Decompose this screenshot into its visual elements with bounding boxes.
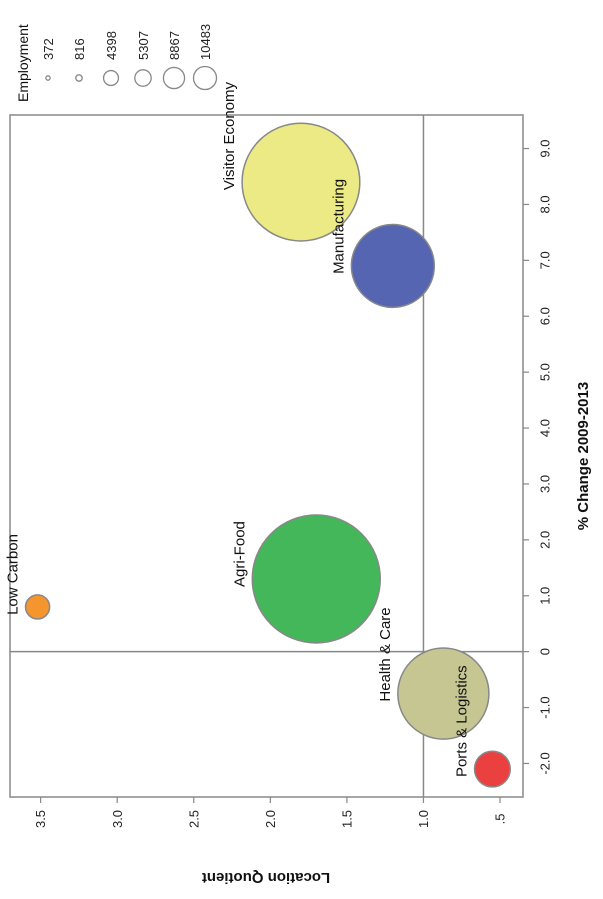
bubble-agri-food <box>251 514 382 644</box>
x-tick-label: 9.0 <box>538 140 553 158</box>
bubble-labels: Visitor Economy Manufacturing Agri-Food Low… <box>5 81 471 777</box>
bubble-low-carbon <box>24 594 51 620</box>
x-tick-label: 8.0 <box>538 195 553 213</box>
bubble-visitor-economy <box>241 122 361 242</box>
legend-title: Employment <box>15 24 31 102</box>
x-tick-label: 0 <box>538 648 553 655</box>
legend: Employment 372 816 4398 5307 8867 10483 <box>15 24 218 102</box>
label-agri-food: Agri-Food <box>231 521 248 587</box>
x-axis-title: % Change 2009-2013 <box>575 382 592 530</box>
y-tick-label: 3.5 <box>33 810 48 828</box>
legend-label: 816 <box>72 38 87 60</box>
y-tick-label: 2.0 <box>263 810 278 828</box>
x-tick-label: 5.0 <box>538 363 553 381</box>
legend-label: 5307 <box>136 31 151 60</box>
bubble-health-care <box>397 647 490 740</box>
x-tick-label: -2.0 <box>538 752 553 774</box>
axis-ticks: -2.0 -1.0 0 1.0 2.0 3.0 4.0 5.0 6.0 7.0 8.0 9.0 .5 1.… <box>33 140 552 829</box>
legend-symbol <box>102 69 120 87</box>
legend-symbol <box>192 65 218 91</box>
legend-label: 8867 <box>167 31 182 60</box>
x-tick-label: -1.0 <box>538 696 553 718</box>
y-tick-label: 1.5 <box>339 810 354 828</box>
label-low-carbon: Low Carbon <box>5 534 22 615</box>
label-manufacturing: Manufacturing <box>330 179 347 274</box>
x-tick-label: 2.0 <box>538 531 553 549</box>
y-tick-label: 2.5 <box>186 810 201 828</box>
legend-label: 372 <box>41 38 56 60</box>
label-visitor-economy: Visitor Economy <box>221 81 238 190</box>
label-health-care: Health & Care <box>377 607 394 701</box>
legend-label: 4398 <box>104 31 119 60</box>
legend-symbol <box>75 74 83 82</box>
x-tick-label: 1.0 <box>538 587 553 605</box>
x-tick-label: 7.0 <box>538 251 553 269</box>
y-axis-title: Location Quotient <box>202 869 330 886</box>
bubbles <box>24 122 511 788</box>
x-tick-label: 3.0 <box>538 475 553 493</box>
y-tick-label: 3.0 <box>110 810 125 828</box>
bubble-manufacturing <box>350 223 436 309</box>
x-tick-label: 4.0 <box>538 419 553 437</box>
label-ports-logistics: Ports & Logistics <box>454 665 471 777</box>
y-tick-label: .5 <box>493 814 508 825</box>
legend-label: 10483 <box>198 24 213 60</box>
legend-symbol <box>134 69 152 87</box>
legend-symbol <box>162 66 186 90</box>
legend-symbol <box>45 75 51 81</box>
x-tick-label: 6.0 <box>538 307 553 325</box>
bubble-ports-logistics <box>473 750 511 788</box>
y-tick-label: 1.0 <box>416 810 431 828</box>
